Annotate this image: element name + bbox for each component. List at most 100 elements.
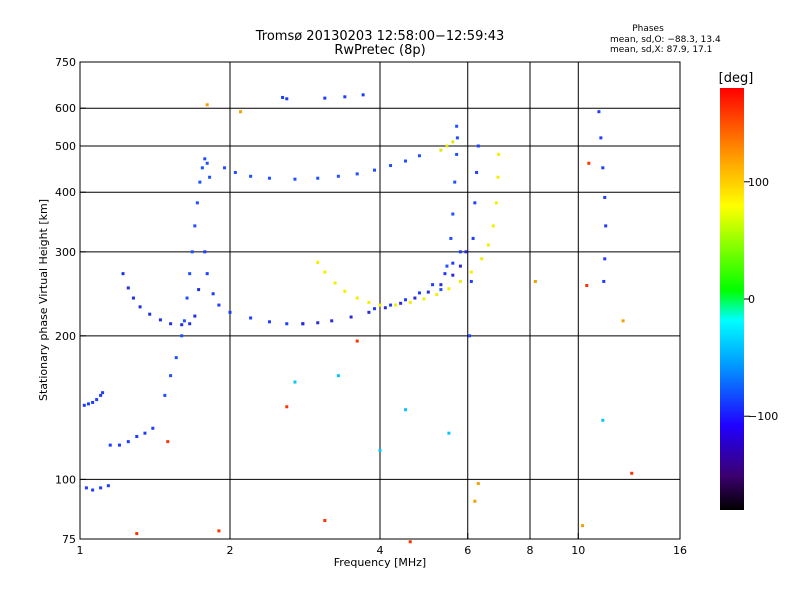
- colorbar-label: [deg]: [719, 71, 754, 86]
- data-point: [383, 306, 387, 310]
- data-point: [389, 303, 393, 307]
- data-point: [378, 448, 382, 452]
- data-point: [486, 243, 490, 247]
- data-point: [99, 393, 103, 397]
- data-point: [158, 318, 162, 322]
- data-point: [403, 159, 407, 163]
- data-point: [117, 443, 121, 447]
- data-point: [285, 322, 289, 326]
- data-point: [445, 264, 449, 268]
- data-point: [228, 310, 232, 314]
- data-point: [458, 250, 462, 254]
- data-point: [293, 177, 297, 181]
- y-tick-label: 100: [55, 473, 76, 486]
- data-point: [143, 431, 147, 435]
- data-point: [355, 172, 359, 176]
- data-point: [403, 408, 407, 412]
- data-point: [469, 270, 473, 274]
- data-point: [200, 166, 204, 170]
- data-point: [621, 319, 625, 323]
- x-tick-label: 4: [377, 544, 384, 557]
- data-point: [408, 300, 412, 304]
- data-point: [447, 287, 451, 291]
- grid-lines: [80, 62, 680, 539]
- data-point: [480, 257, 484, 261]
- data-point: [453, 180, 457, 184]
- data-point: [468, 334, 472, 338]
- data-point: [203, 157, 207, 161]
- data-point: [355, 296, 359, 300]
- data-point: [458, 279, 462, 283]
- y-tick-label: 200: [55, 330, 76, 343]
- x-tick-label: 6: [464, 544, 471, 557]
- data-point: [126, 440, 130, 444]
- phases-x-mode: mean, sd,X: 87.9, 17.1: [610, 45, 712, 55]
- data-point: [205, 161, 209, 165]
- data-point: [195, 201, 199, 205]
- data-point: [108, 443, 112, 447]
- phases-heading: Phases: [632, 24, 664, 34]
- data-point: [285, 97, 289, 101]
- x-tick-label: 8: [527, 544, 534, 557]
- data-point: [494, 201, 498, 205]
- data-point: [86, 402, 90, 406]
- data-point: [281, 95, 285, 99]
- data-point: [439, 288, 443, 292]
- data-point: [435, 293, 439, 297]
- data-point: [267, 320, 271, 324]
- data-point: [367, 300, 371, 304]
- data-point: [84, 486, 88, 490]
- data-point: [491, 224, 495, 228]
- data-point: [475, 170, 479, 174]
- data-point: [597, 110, 601, 114]
- data-point: [455, 152, 459, 156]
- data-point: [197, 288, 201, 292]
- data-point: [601, 418, 605, 422]
- data-point: [471, 236, 475, 240]
- data-point: [233, 170, 237, 174]
- data-point: [587, 161, 591, 165]
- data-point: [285, 405, 289, 409]
- x-tick-label: 1: [77, 544, 84, 557]
- data-point: [169, 322, 173, 326]
- data-point: [211, 292, 215, 296]
- data-point: [95, 398, 99, 402]
- data-point: [323, 519, 327, 523]
- data-point: [431, 283, 435, 287]
- colorbar: [720, 88, 744, 510]
- data-point: [455, 124, 459, 128]
- data-point: [445, 144, 449, 148]
- y-tick-label: 75: [62, 533, 76, 546]
- data-point: [473, 499, 477, 503]
- x-tick-label: 16: [673, 544, 687, 557]
- data-point: [239, 110, 243, 114]
- y-tick-label: 600: [55, 102, 76, 115]
- phases-o-mode: mean, sd,O: −88.3, 13.4: [610, 35, 721, 45]
- data-point: [599, 136, 603, 140]
- data-point: [439, 283, 443, 287]
- data-point: [336, 374, 340, 378]
- data-point: [451, 261, 455, 265]
- data-point: [208, 175, 212, 179]
- data-point: [469, 279, 473, 283]
- data-point: [630, 471, 634, 475]
- data-point: [367, 310, 371, 314]
- data-point: [361, 93, 365, 97]
- data-point: [203, 250, 207, 254]
- data-point: [190, 250, 194, 254]
- title-line-2: RwPretec (8p): [334, 43, 425, 58]
- colorbar-ticks: 100 0 −100: [744, 176, 778, 423]
- data-point: [217, 303, 221, 307]
- data-point: [497, 152, 501, 156]
- data-point: [148, 312, 152, 316]
- data-point: [394, 303, 398, 307]
- data-point: [604, 224, 608, 228]
- data-point: [455, 136, 459, 140]
- data-point: [533, 279, 537, 283]
- y-axis-ticks: 75 100 200 300 400 500 600 750: [55, 56, 86, 546]
- data-point: [151, 426, 155, 430]
- data-point: [451, 140, 455, 144]
- data-point: [601, 166, 605, 170]
- y-tick-label: 300: [55, 246, 76, 259]
